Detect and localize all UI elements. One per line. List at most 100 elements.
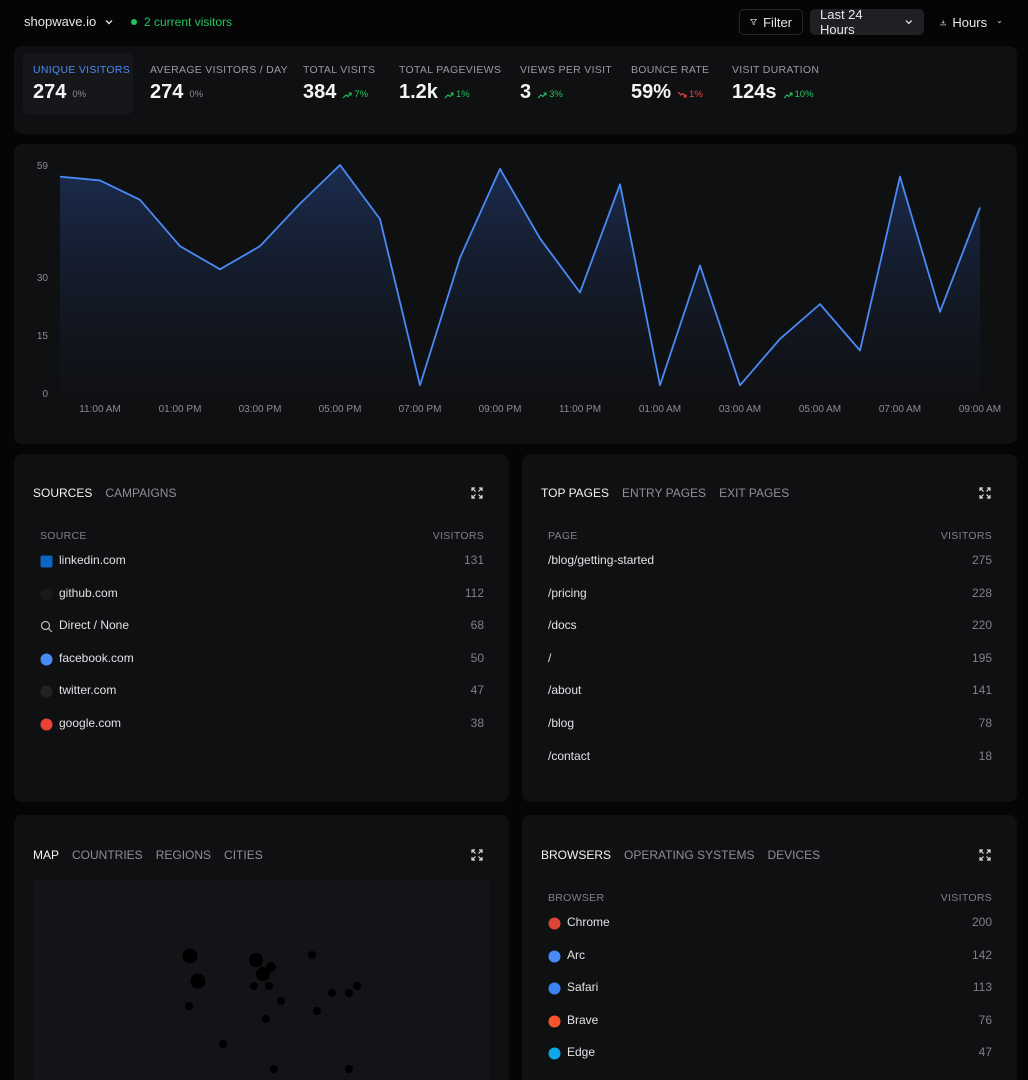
row-name[interactable]: Direct / None xyxy=(59,618,130,633)
chart: 0 15 30 59 11:00 AM 01:00 PM 03:00 PM 05:00 PM 0… xyxy=(37,161,1001,415)
trend-arrow xyxy=(783,91,793,98)
x-tick-label: 11:00 PM xyxy=(559,404,601,415)
tab-bar: TOP PAGES ENTRY PAGES EXIT PAGES xyxy=(541,486,789,500)
map-dot xyxy=(219,1040,227,1048)
column-header: BROWSER xyxy=(548,892,605,904)
row-name[interactable]: google.com xyxy=(59,716,122,730)
site-name: shopwave.io xyxy=(24,14,97,29)
row-name[interactable]: / xyxy=(548,650,552,665)
map-panel: MAP COUNTRIES REGIONS CITIES xyxy=(14,815,509,1080)
range-label: Last 24 Hours xyxy=(820,7,863,37)
tab[interactable]: ENTRY PAGES xyxy=(622,486,707,500)
row-value: 113 xyxy=(972,980,992,995)
row-name[interactable]: twitter.com xyxy=(59,683,117,698)
y-tick-label: 0 xyxy=(42,389,48,400)
map-dot xyxy=(250,982,258,990)
map-dot xyxy=(265,982,273,990)
stat-label[interactable]: UNIQUE VISITORS xyxy=(33,64,131,76)
stat-change: 7% xyxy=(342,89,368,100)
row-name[interactable]: Brave xyxy=(567,1012,599,1027)
tab[interactable]: REGIONS xyxy=(155,848,212,862)
row-name[interactable]: /contact xyxy=(548,748,591,763)
x-tick-label: 01:00 AM xyxy=(639,404,681,415)
map-dot xyxy=(256,967,270,981)
tab[interactable]: EXIT PAGES xyxy=(719,486,790,500)
expand-icon[interactable] xyxy=(471,487,483,499)
map-dot xyxy=(328,989,336,997)
row-name[interactable]: github.com xyxy=(59,585,118,600)
tab[interactable]: OPERATING SYSTEMS xyxy=(624,848,755,862)
column-header: PAGE xyxy=(548,530,578,542)
row-name[interactable]: Chrome xyxy=(567,915,610,929)
stat-value: 274 xyxy=(150,81,184,103)
stat-label[interactable]: AVERAGE VISITORS / DAY xyxy=(150,64,288,76)
row-value: 38 xyxy=(470,716,484,730)
row-icon xyxy=(40,685,53,698)
tab[interactable]: BROWSERS xyxy=(541,848,612,862)
pages-panel: TOP PAGES ENTRY PAGES EXIT PAGES PAGE VISITO… xyxy=(522,454,1017,802)
x-tick-label: 11:00 AM xyxy=(79,404,121,415)
row-icon xyxy=(40,555,53,568)
stat-label[interactable]: TOTAL PAGEVIEWS xyxy=(399,64,502,76)
map-dot xyxy=(185,1002,193,1010)
range-button[interactable]: Last 24 Hours xyxy=(810,7,924,37)
tab[interactable]: CAMPAIGNS xyxy=(105,486,177,500)
row-name[interactable]: linkedin.com xyxy=(59,553,126,567)
interval-button[interactable]: Hours xyxy=(930,9,1012,35)
map-dot xyxy=(249,953,263,967)
row-name[interactable]: /docs xyxy=(548,618,577,633)
row-value: 18 xyxy=(978,748,992,763)
tab[interactable]: DEVICES xyxy=(767,848,821,862)
column-header: SOURCE xyxy=(40,530,87,542)
icon-glyph xyxy=(40,685,53,698)
row-value: 200 xyxy=(971,915,992,929)
stat-label[interactable]: VISIT DURATION xyxy=(732,64,820,76)
stat-value: 384 xyxy=(303,81,337,103)
row-name[interactable]: facebook.com xyxy=(59,650,134,665)
expand-icon[interactable] xyxy=(979,849,991,861)
chart-panel: 0 15 30 59 11:00 AM 01:00 PM 03:00 PM 05:00 PM 0… xyxy=(14,144,1017,444)
trend-icon xyxy=(342,91,352,98)
icon-glyph xyxy=(40,718,53,731)
map-dot xyxy=(270,1065,278,1073)
live-dot xyxy=(131,19,137,25)
x-tick-label: 05:00 AM xyxy=(799,404,841,415)
tab-bar: BROWSERS OPERATING SYSTEMS DEVICES xyxy=(541,848,820,862)
row-name[interactable]: /pricing xyxy=(548,585,587,600)
row-name[interactable]: Edge xyxy=(567,1045,596,1060)
stat-value: 59% xyxy=(631,81,672,103)
tab[interactable]: MAP xyxy=(33,848,60,862)
row-icon xyxy=(548,917,561,930)
expand-icon[interactable] xyxy=(471,849,483,861)
row-name[interactable]: Safari xyxy=(567,980,599,995)
stat-change: 1% xyxy=(444,89,470,100)
map-dot xyxy=(308,951,316,959)
filter-label: Filter xyxy=(763,14,792,30)
stat-change: 3% xyxy=(537,89,563,100)
site-selector[interactable]: shopwave.io xyxy=(24,14,114,29)
tab[interactable]: TOP PAGES xyxy=(541,486,610,500)
stat-label[interactable]: TOTAL VISITS xyxy=(303,64,376,76)
expand-icon[interactable] xyxy=(979,487,991,499)
stat-change: 0% xyxy=(189,89,203,100)
filter-button[interactable]: Filter xyxy=(739,9,803,35)
stat-value: 124s xyxy=(732,81,777,103)
icon-glyph xyxy=(40,588,53,601)
stat-change-text: 10% xyxy=(794,89,814,100)
tab[interactable]: SOURCES xyxy=(33,486,93,500)
tab[interactable]: COUNTRIES xyxy=(72,848,143,862)
stat-label[interactable]: VIEWS PER VISIT xyxy=(520,64,613,76)
row-name[interactable]: Arc xyxy=(567,947,585,962)
tab[interactable]: CITIES xyxy=(224,848,263,862)
stat-label[interactable]: BOUNCE RATE xyxy=(631,64,710,76)
current-visitors: 2 current visitors xyxy=(131,15,232,29)
stat-change: 0% xyxy=(72,89,86,100)
row-name[interactable]: /blog xyxy=(548,716,575,730)
x-tick-label: 09:00 AM xyxy=(959,404,1001,415)
stat-change-text: 0% xyxy=(189,89,204,100)
row-name[interactable]: /about xyxy=(548,683,582,698)
row-value: 220 xyxy=(971,618,992,633)
row-name[interactable]: /blog/getting-started xyxy=(548,553,655,567)
trend-arrow xyxy=(677,91,687,98)
